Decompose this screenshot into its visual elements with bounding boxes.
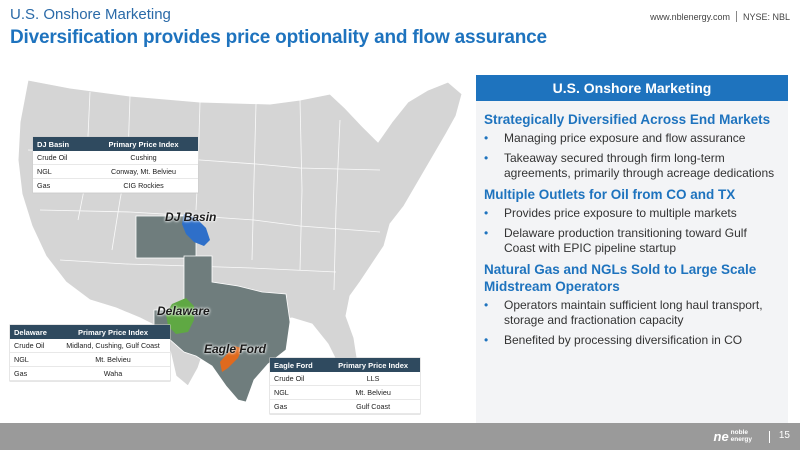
table-row: NGL Conway, Mt. Belvieu xyxy=(33,164,198,179)
bullet-item: • Benefited by processing diversificatio… xyxy=(484,333,780,348)
bullet-item: • Operators maintain sufficient long hau… xyxy=(484,298,780,328)
bullet-icon: • xyxy=(484,226,489,240)
table-cell: Crude Oil xyxy=(33,151,89,165)
table-cell: CIG Rockies xyxy=(89,178,198,193)
table-row: Crude Oil Cushing xyxy=(33,151,198,165)
table-cell: NGL xyxy=(10,352,56,367)
page-number: 15 xyxy=(778,430,790,441)
logo-word: noble xyxy=(730,429,749,436)
table-header: Eagle Ford xyxy=(270,358,327,372)
dj-basin-area xyxy=(182,214,210,246)
table-header: Primary Price Index xyxy=(89,137,198,151)
table-row: Gas Waha xyxy=(10,366,170,381)
table-cell: Conway, Mt. Belvieu xyxy=(89,164,198,179)
bullet-text: Provides price exposure to multiple mark… xyxy=(504,206,737,220)
table-row: Gas Gulf Coast xyxy=(270,399,420,414)
table-row: Crude Oil Midland, Cushing, Gulf Coast xyxy=(10,339,170,353)
table-cell: NGL xyxy=(270,385,327,400)
bullet-text: Takeaway secured through firm long-term … xyxy=(504,151,775,180)
eagle-ford-table: Eagle Ford Primary Price Index Crude Oil… xyxy=(270,358,420,414)
table-header: DJ Basin xyxy=(33,137,89,151)
logo-mark: ne xyxy=(713,429,729,444)
website-link[interactable]: www.nblenergy.com xyxy=(650,11,730,22)
header-subtitle: Diversification provides price optionali… xyxy=(10,27,547,48)
bullet-item: • Provides price exposure to multiple ma… xyxy=(484,206,780,221)
table-header: Delaware xyxy=(10,325,56,339)
footer-bar: ne noble energy 15 xyxy=(0,423,800,450)
table-cell: Cushing xyxy=(89,151,198,165)
dj-basin-table: DJ Basin Primary Price Index Crude Oil C… xyxy=(33,137,198,193)
logo-words: noble energy xyxy=(730,429,752,443)
table-cell: Midland, Cushing, Gulf Coast xyxy=(55,339,170,353)
bullet-text: Operators maintain sufficient long haul … xyxy=(504,298,763,327)
table-row: NGL Mt. Belvieu xyxy=(10,352,170,367)
table-header: Primary Price Index xyxy=(55,325,170,339)
table-cell: Waha xyxy=(55,366,170,381)
bullet-text: Benefited by processing diversification … xyxy=(504,333,743,347)
bullet-icon: • xyxy=(484,333,489,347)
summary-panel: U.S. Onshore Marketing Strategically Div… xyxy=(476,75,788,431)
table-row: Gas CIG Rockies xyxy=(33,178,198,193)
table-cell: NGL xyxy=(33,164,89,179)
bullet-item: • Takeaway secured through firm long-ter… xyxy=(484,151,780,181)
divider xyxy=(735,11,737,22)
eagle-ford-label: Eagle Ford xyxy=(204,342,267,356)
divider xyxy=(769,431,770,443)
section-heading: Strategically Diversified Across End Mar… xyxy=(484,112,771,127)
bullet-item: • Delaware production transitioning towa… xyxy=(484,226,780,256)
table-cell: Crude Oil xyxy=(270,372,327,386)
panel-body: Strategically Diversified Across End Mar… xyxy=(476,101,788,431)
table-cell: Mt. Belvieu xyxy=(55,352,170,367)
table-row: NGL Mt. Belvieu xyxy=(270,385,420,400)
logo-word: energy xyxy=(730,435,752,443)
delaware-label: Delaware xyxy=(157,304,210,318)
table-row: Crude Oil LLS xyxy=(270,372,420,386)
bullet-icon: • xyxy=(484,151,489,165)
section-heading: Natural Gas and NGLs Sold to Large Scale… xyxy=(484,262,757,294)
header-meta: www.nblenergy.com NYSE: NBL xyxy=(650,11,790,22)
dj-basin-label: DJ Basin xyxy=(165,210,217,224)
table-header: Primary Price Index xyxy=(326,358,420,372)
bullet-text: Delaware production transitioning toward… xyxy=(504,226,747,255)
table-cell: Gas xyxy=(33,178,89,193)
delaware-table: Delaware Primary Price Index Crude Oil M… xyxy=(10,325,170,381)
bullet-icon: • xyxy=(484,206,489,220)
table-cell: Crude Oil xyxy=(10,339,56,353)
header-title: U.S. Onshore Marketing xyxy=(10,6,171,23)
bullet-text: Managing price exposure and flow assuran… xyxy=(504,131,746,145)
table-cell: Gulf Coast xyxy=(326,399,420,414)
table-cell: LLS xyxy=(326,372,420,386)
section-heading: Multiple Outlets for Oil from CO and TX xyxy=(484,187,736,202)
delaware-basin-area xyxy=(166,298,194,334)
table-cell: Mt. Belvieu xyxy=(326,385,420,400)
eagle-ford-area xyxy=(220,346,242,372)
table-cell: Gas xyxy=(270,399,327,414)
bullet-icon: • xyxy=(484,131,489,145)
noble-energy-logo: ne noble energy xyxy=(714,429,753,444)
panel-title: U.S. Onshore Marketing xyxy=(476,75,788,101)
bullet-item: • Managing price exposure and flow assur… xyxy=(484,131,780,146)
table-cell: Gas xyxy=(10,366,56,381)
ticker-text: NYSE: NBL xyxy=(742,11,790,22)
bullet-icon: • xyxy=(484,298,489,312)
